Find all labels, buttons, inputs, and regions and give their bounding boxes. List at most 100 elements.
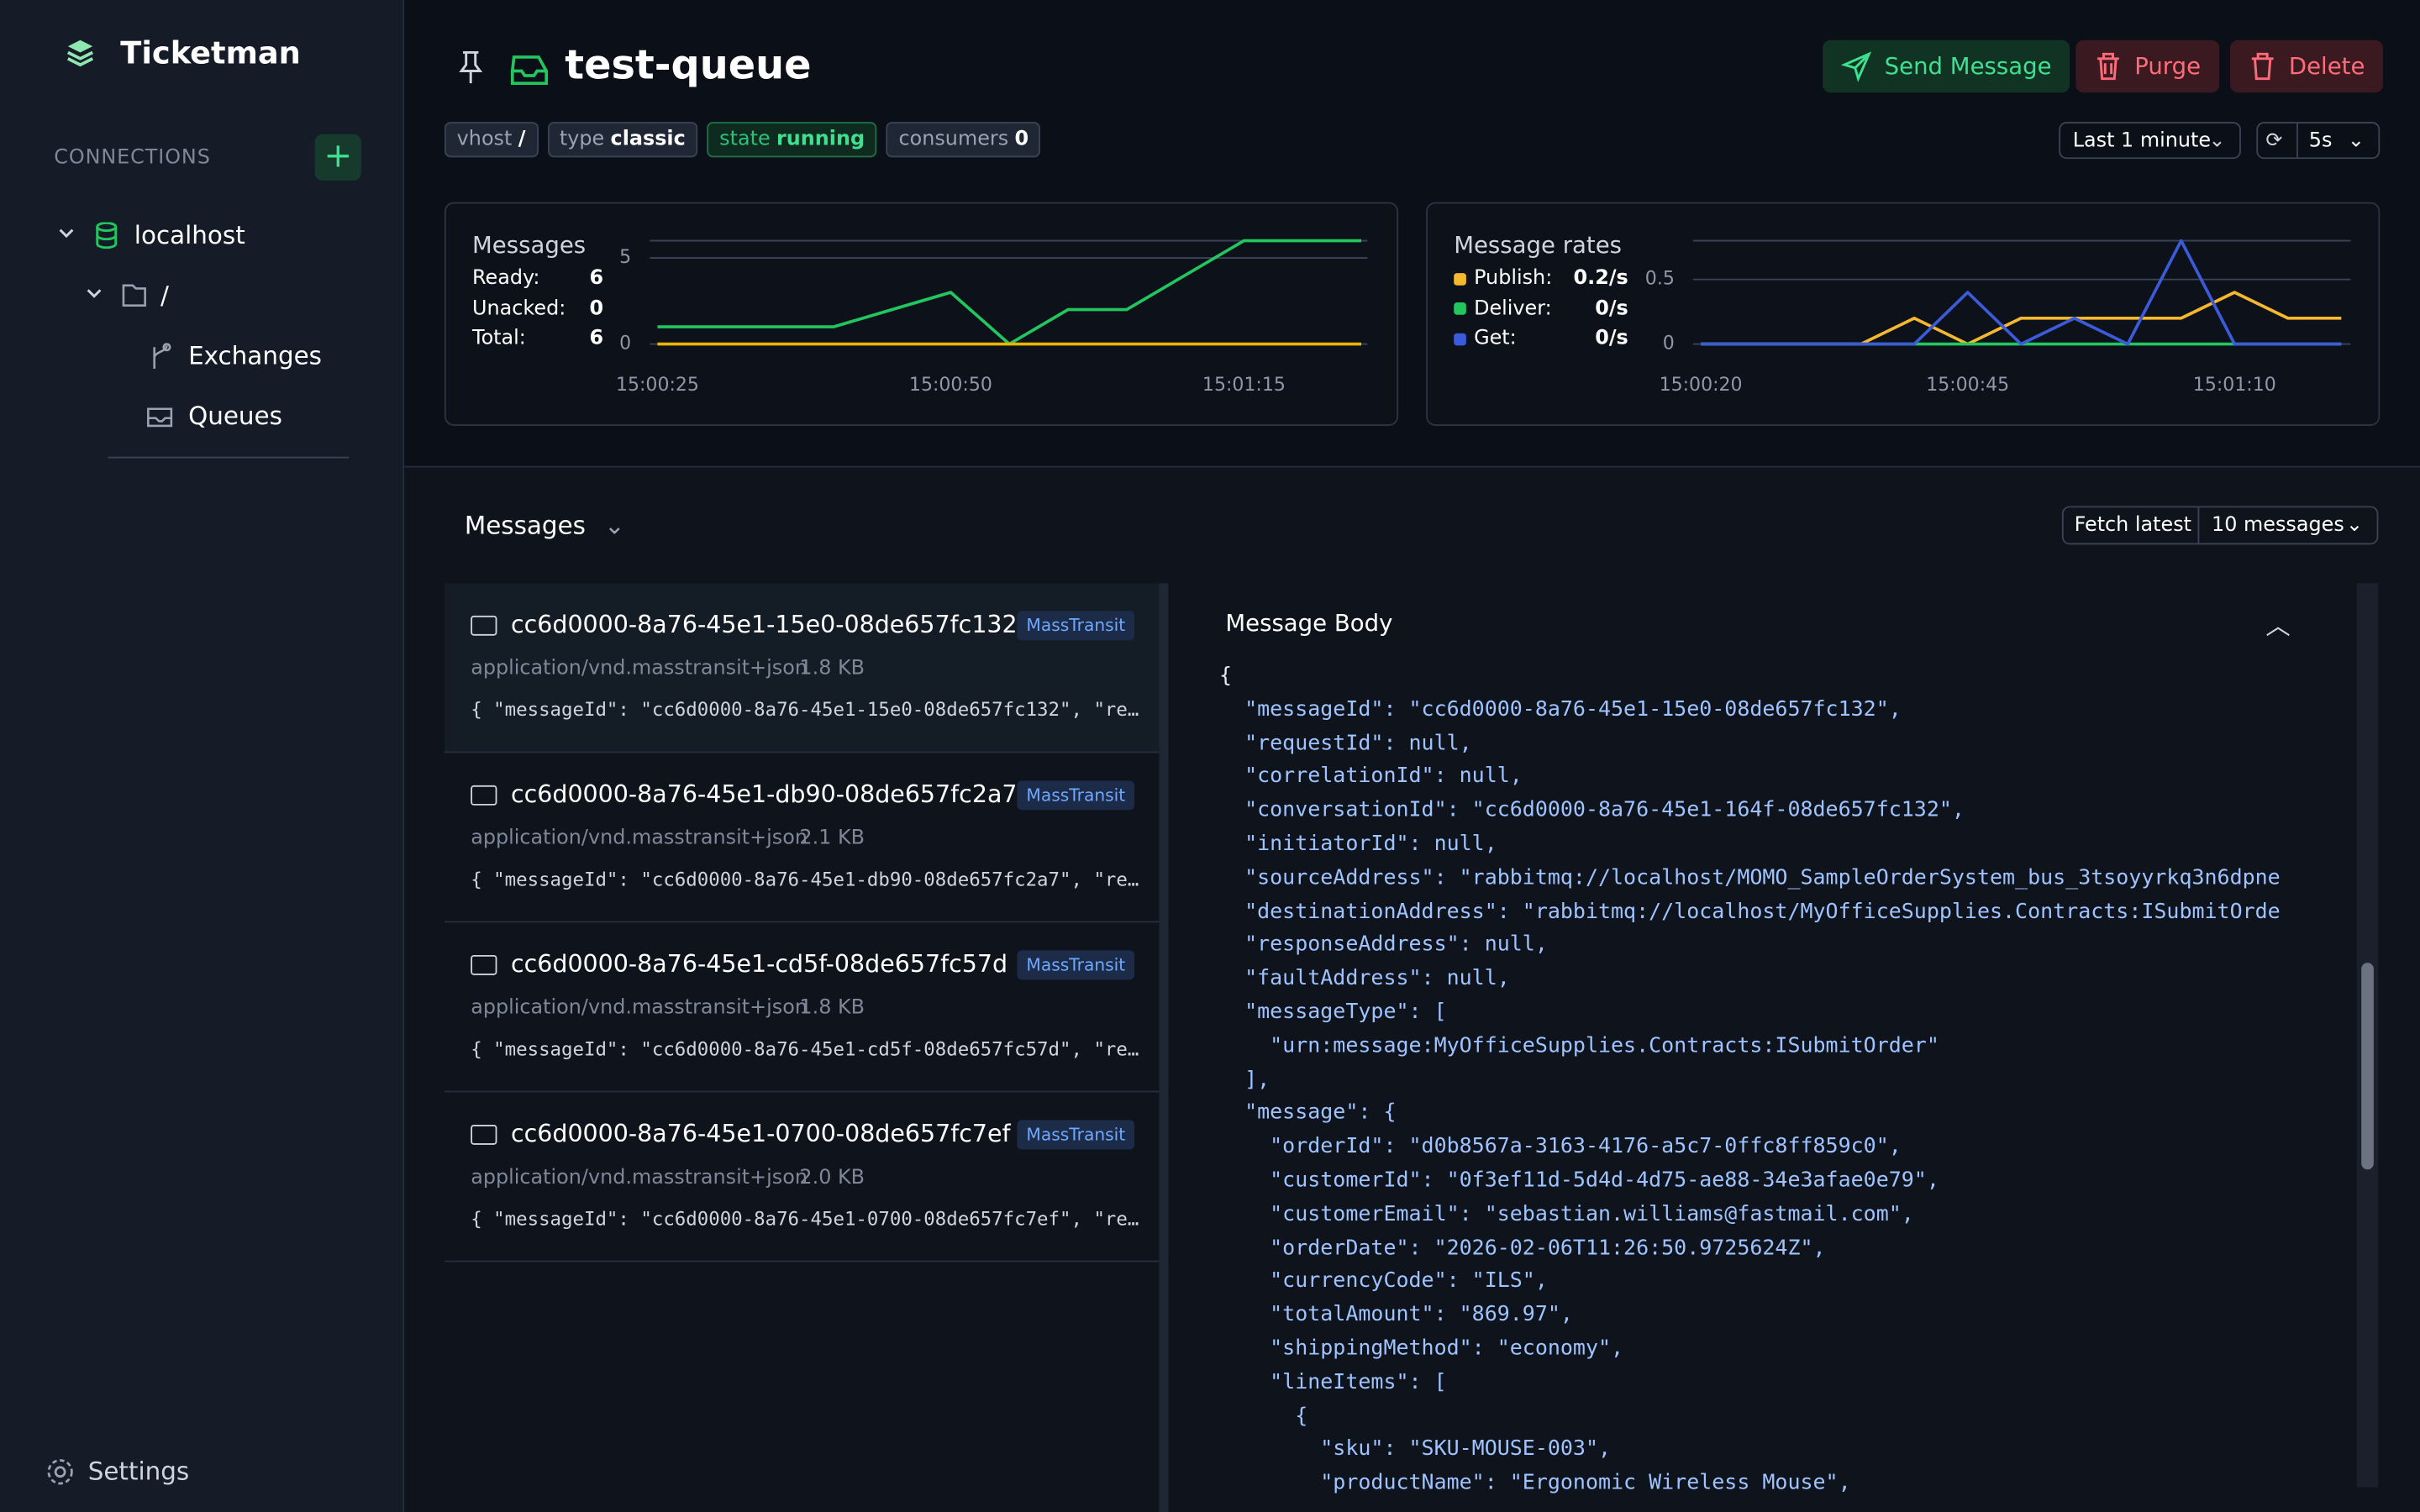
tag-label: vhost [456, 128, 513, 152]
message-id: cc6d0000-8a76-45e1-15e0-08de657fc132 [510, 611, 1018, 639]
chart-title: Message rates [1454, 231, 1623, 260]
chevron: ⌄ [2347, 129, 2365, 153]
message-body-title: Message Body [1225, 609, 1393, 638]
chart-legend: Message rates Publish: 0.2/s Deliver: 0/s Get… [1454, 232, 1628, 354]
x-tick-label: 15:00:20 [1660, 375, 1743, 396]
count-select[interactable]: 10 messages [2212, 513, 2344, 538]
message-badge: MassTransit [1017, 950, 1135, 980]
legend-item: Ready: 6 [472, 264, 603, 294]
tree-item[interactable]: / [160, 281, 169, 311]
content-type: application/vnd.masstransit+json [471, 657, 808, 681]
json-line: "sourceAddress": "rabbitmq://localhost/M… [1219, 865, 2281, 890]
tag-label: consumers [898, 128, 1009, 152]
y-tick-label: 5 [619, 247, 631, 268]
legend-label: Publish: [1474, 267, 1553, 291]
queue-tag: state running [707, 122, 877, 158]
message-item[interactable]: cc6d0000-8a76-45e1-db90-08de657fc2a7 Mass… [444, 753, 1160, 923]
queue-tag: type classic [547, 122, 698, 158]
tag-value: / [518, 128, 526, 152]
tree-icons [59, 222, 173, 428]
message-item[interactable]: cc6d0000-8a76-45e1-cd5f-08de657fc57d Mass… [444, 922, 1160, 1093]
trash-icon [2251, 52, 2274, 81]
mail-icon [471, 954, 497, 975]
json-line: "orderDate": "2026-02-06T11:26:50.972562… [1219, 1235, 1826, 1260]
splitter [1159, 583, 1169, 1512]
mail-icon [471, 615, 497, 636]
settings[interactable]: Settings [87, 1456, 190, 1486]
scroll-thumb[interactable] [2361, 963, 2374, 1170]
button-label: Delete [2288, 52, 2365, 81]
purge-button[interactable]: Purge [2075, 39, 2220, 93]
message-item[interactable]: cc6d0000-8a76-45e1-0700-08de657fc7ef Mass… [444, 1092, 1160, 1263]
settings-icon [47, 1459, 73, 1485]
json-line: "requestId": null, [1219, 730, 1472, 756]
logo [66, 39, 94, 67]
mail-icon [471, 1124, 497, 1145]
message-id: cc6d0000-8a76-45e1-db90-08de657fc2a7 [510, 780, 1018, 809]
messages-title[interactable]: Messages ⌄ [465, 511, 625, 540]
delete-button[interactable]: Delete [2230, 39, 2384, 93]
button-label: Send Message [1884, 52, 2052, 81]
series-line [1701, 239, 2342, 346]
message-id: cc6d0000-8a76-45e1-cd5f-08de657fc57d [510, 950, 1008, 979]
json-line: "productName": "Ergonomic Wireless Mouse… [1219, 1470, 1851, 1496]
tree-item[interactable]: Queues [188, 401, 282, 431]
send-message-button[interactable]: Send Message [1823, 39, 2070, 93]
json-line: ], [1219, 1067, 1270, 1092]
tag-value: 0 [1014, 128, 1029, 152]
refresh-select[interactable]: ⟳ 5s ⌄ [2256, 122, 2381, 160]
message-preview: { "messageId": "cc6d0000-8a76-45e1-15e0-… [471, 699, 1139, 721]
json-line: { [1219, 1403, 1308, 1429]
message-body: { "messageId": "cc6d0000-8a76-45e1-15e0-… [1219, 664, 2300, 1512]
y-tick-label: 0 [1663, 333, 1675, 354]
legend-label: Ready: [472, 267, 540, 291]
json-line: "message": { [1219, 1100, 1397, 1126]
json-line: "initiatorId": null, [1219, 832, 1497, 857]
json-line: "faultAddress": null, [1219, 966, 1510, 991]
chart-title: Messages [472, 231, 587, 260]
series-line [1701, 291, 2342, 346]
queue-name: test-queue [565, 43, 812, 90]
json-line: "sku": "SKU-MOUSE-003", [1219, 1436, 1612, 1462]
json-line: "messageType": [ [1219, 1000, 1447, 1025]
legend-value: 6 [589, 267, 604, 291]
legend-item: Get: 0/s [1454, 324, 1628, 354]
button-label: Purge [2134, 52, 2202, 81]
json-line: "customerId": "0f3ef11d-5d4d-4d75-ae88-3… [1219, 1168, 1939, 1193]
message-size: 2.0 KB [799, 1166, 865, 1190]
content-type: application/vnd.masstransit+json [471, 1166, 808, 1190]
message-badge: MassTransit [1017, 611, 1135, 641]
add-connection[interactable]: + [314, 134, 361, 181]
chart-card [444, 202, 1399, 426]
json-line: "orderId": "d0b8567a-3163-4176-a5c7-0ffc… [1219, 1134, 1902, 1159]
message-badge: MassTransit [1017, 1120, 1135, 1150]
json-line: "responseAddress": null, [1219, 932, 1548, 958]
queue-tag: vhost / [444, 122, 539, 158]
legend-swatch [1454, 272, 1466, 286]
chart-card [1426, 202, 2381, 426]
message-item[interactable]: cc6d0000-8a76-45e1-15e0-08de657fc132 Mass… [444, 583, 1160, 753]
chevron: ⌄ [2346, 513, 2364, 538]
time-range-select[interactable]: Last 1 minute ⌄ [2059, 122, 2241, 160]
trash-icon [2097, 52, 2119, 81]
chart-legend: Messages Ready: 6 Unacked: 0 Total: 6 [472, 232, 603, 354]
collapse-button[interactable]: ︿ [2265, 611, 2291, 641]
x-tick-label: 15:01:15 [1202, 375, 1286, 396]
legend-label: Unacked: [472, 297, 566, 321]
legend-label: Deliver: [1474, 297, 1552, 321]
app-name: Ticketman [120, 34, 301, 71]
time-range: Last 1 minute [2072, 129, 2212, 153]
legend-value: 0/s [1595, 297, 1628, 321]
json-line: "urn:message:MyOfficeSupplies.Contracts:… [1219, 1033, 1939, 1058]
scrollbar[interactable] [2356, 583, 2379, 1488]
tag-value: running [776, 128, 865, 152]
tree-item[interactable]: localhost [134, 220, 245, 250]
fetch-latest-button[interactable]: Fetch latest [2074, 513, 2192, 538]
json-line: "correlationId": null, [1219, 764, 1523, 790]
json-line: "customerEmail": "sebastian.williams@fas… [1219, 1201, 1914, 1226]
tree-item[interactable]: Exchanges [188, 340, 322, 370]
divider [108, 456, 350, 459]
divider [2197, 507, 2200, 543]
